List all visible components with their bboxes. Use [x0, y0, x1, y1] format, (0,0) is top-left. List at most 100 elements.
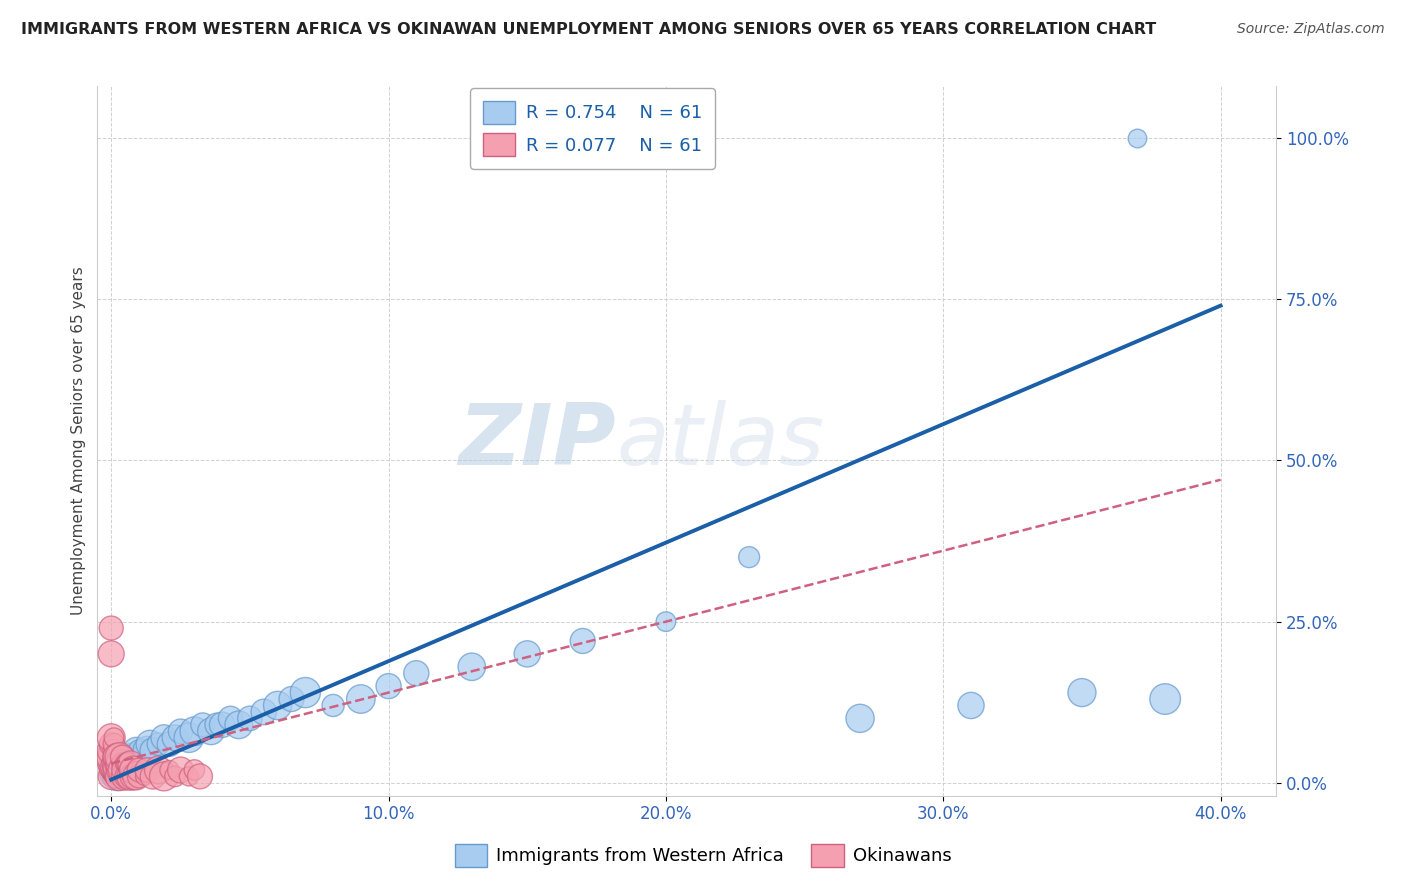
Point: [183, 724, 205, 739]
Point: [103, 763, 125, 777]
Point: [1126, 131, 1149, 145]
Point: [219, 711, 242, 725]
Point: [105, 763, 128, 777]
Point: [105, 760, 128, 774]
Text: atlas: atlas: [616, 400, 824, 483]
Text: Source: ZipAtlas.com: Source: ZipAtlas.com: [1237, 22, 1385, 37]
Point: [188, 769, 211, 783]
Point: [103, 760, 125, 774]
Point: [103, 756, 125, 771]
Point: [239, 711, 262, 725]
Point: [253, 705, 276, 719]
Point: [105, 753, 128, 767]
Text: ZIP: ZIP: [458, 400, 616, 483]
Point: [122, 750, 145, 764]
Point: [322, 698, 344, 713]
Point: [139, 737, 162, 751]
Point: [105, 750, 128, 764]
Point: [148, 763, 170, 777]
Point: [100, 737, 122, 751]
Point: [111, 756, 134, 771]
Point: [120, 769, 142, 783]
Point: [125, 769, 148, 783]
Point: [103, 769, 125, 783]
Point: [163, 731, 186, 745]
Point: [114, 750, 136, 764]
Point: [128, 769, 150, 783]
Point: [120, 756, 142, 771]
Point: [100, 763, 122, 777]
Text: IMMIGRANTS FROM WESTERN AFRICA VS OKINAWAN UNEMPLOYMENT AMONG SENIORS OVER 65 YE: IMMIGRANTS FROM WESTERN AFRICA VS OKINAW…: [21, 22, 1156, 37]
Point: [294, 685, 316, 699]
Point: [117, 756, 139, 771]
Point: [108, 760, 131, 774]
Point: [120, 750, 142, 764]
Point: [405, 666, 427, 681]
Point: [350, 692, 373, 706]
Point: [134, 769, 156, 783]
Point: [142, 743, 165, 757]
Point: [377, 679, 399, 693]
Point: [122, 769, 145, 783]
Point: [103, 750, 125, 764]
Point: [461, 660, 484, 674]
Point: [114, 763, 136, 777]
Point: [1071, 685, 1094, 699]
Point: [105, 756, 128, 771]
Point: [103, 766, 125, 780]
Point: [117, 753, 139, 767]
Point: [228, 718, 250, 732]
Point: [117, 760, 139, 774]
Point: [117, 763, 139, 777]
Point: [100, 760, 122, 774]
Point: [571, 634, 593, 648]
Point: [100, 750, 122, 764]
Point: [108, 769, 131, 783]
Point: [114, 769, 136, 783]
Point: [738, 550, 761, 565]
Point: [105, 769, 128, 783]
Point: [191, 718, 214, 732]
Point: [136, 743, 159, 757]
Point: [205, 718, 228, 732]
Point: [108, 769, 131, 783]
Point: [100, 753, 122, 767]
Point: [105, 760, 128, 774]
Point: [100, 743, 122, 757]
Point: [169, 724, 191, 739]
Legend: Immigrants from Western Africa, Okinawans: Immigrants from Western Africa, Okinawan…: [447, 837, 959, 874]
Point: [128, 756, 150, 771]
Point: [100, 756, 122, 771]
Point: [148, 737, 170, 751]
Point: [120, 763, 142, 777]
Point: [960, 698, 983, 713]
Point: [183, 763, 205, 777]
Point: [125, 763, 148, 777]
Point: [100, 621, 122, 635]
Legend: R = 0.754    N = 61, R = 0.077    N = 61: R = 0.754 N = 61, R = 0.077 N = 61: [470, 88, 714, 169]
Point: [105, 766, 128, 780]
Point: [142, 769, 165, 783]
Point: [120, 756, 142, 771]
Point: [122, 763, 145, 777]
Point: [108, 750, 131, 764]
Point: [100, 731, 122, 745]
Point: [655, 615, 678, 629]
Point: [100, 769, 122, 783]
Point: [159, 737, 181, 751]
Point: [111, 750, 134, 764]
Point: [122, 756, 145, 771]
Point: [105, 756, 128, 771]
Point: [177, 769, 200, 783]
Point: [153, 731, 176, 745]
Point: [134, 750, 156, 764]
Point: [849, 711, 872, 725]
Point: [100, 647, 122, 661]
Point: [280, 692, 302, 706]
Point: [111, 763, 134, 777]
Point: [108, 763, 131, 777]
Point: [103, 737, 125, 751]
Point: [100, 766, 122, 780]
Point: [103, 753, 125, 767]
Point: [136, 763, 159, 777]
